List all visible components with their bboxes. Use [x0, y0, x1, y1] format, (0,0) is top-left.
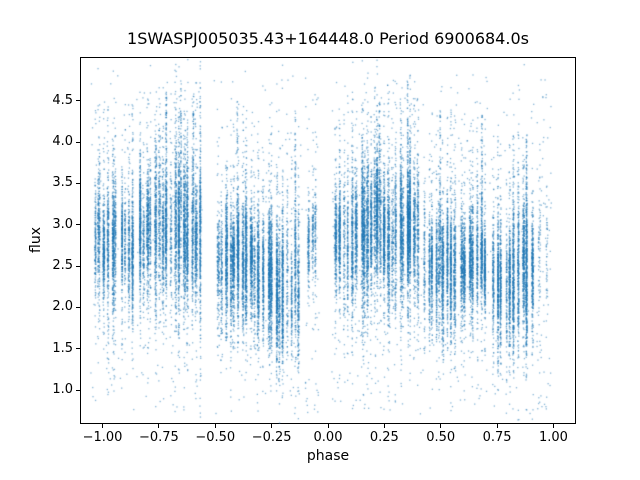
y-tick-label: 1.5 [52, 340, 73, 356]
x-tick-mark [383, 424, 385, 428]
y-axis-label: flux [28, 227, 44, 253]
x-tick-label: 0.75 [482, 430, 512, 445]
y-tick-label: 3.0 [52, 216, 73, 232]
y-tick-mark [76, 224, 80, 226]
y-tick-mark [76, 100, 80, 102]
x-tick-mark [102, 424, 104, 428]
y-tick-mark [76, 141, 80, 143]
x-tick-mark [552, 424, 554, 428]
x-tick-label: −0.75 [138, 430, 179, 445]
y-tick-label: 4.0 [52, 134, 73, 150]
x-tick-label: 0.25 [369, 430, 399, 445]
y-tick-label: 2.5 [52, 258, 73, 274]
x-tick-label: −0.25 [251, 430, 292, 445]
x-tick-label: 0.00 [313, 430, 343, 445]
x-tick-mark [440, 424, 442, 428]
y-tick-mark [76, 265, 80, 267]
y-tick-label: 4.5 [52, 92, 73, 108]
plot-title: 1SWASPJ005035.43+164448.0 Period 6900684… [127, 29, 529, 48]
y-tick-label: 2.0 [52, 299, 73, 315]
y-tick-mark [76, 348, 80, 350]
x-tick-mark [158, 424, 160, 428]
x-tick-mark [214, 424, 216, 428]
y-tick-mark [76, 182, 80, 184]
y-tick-label: 1.0 [52, 382, 73, 398]
x-tick-label: 1.00 [538, 430, 568, 445]
scatter-points-canvas [80, 57, 576, 424]
y-tick-mark [76, 306, 80, 308]
x-tick-mark [327, 424, 329, 428]
x-tick-mark [496, 424, 498, 428]
x-axis-label: phase [306, 448, 350, 464]
y-tick-mark [76, 389, 80, 391]
x-tick-label: 0.50 [426, 430, 456, 445]
x-tick-label: −0.50 [195, 430, 236, 445]
x-tick-mark [271, 424, 273, 428]
x-tick-label: −1.00 [82, 430, 123, 445]
y-tick-label: 3.5 [52, 175, 73, 191]
